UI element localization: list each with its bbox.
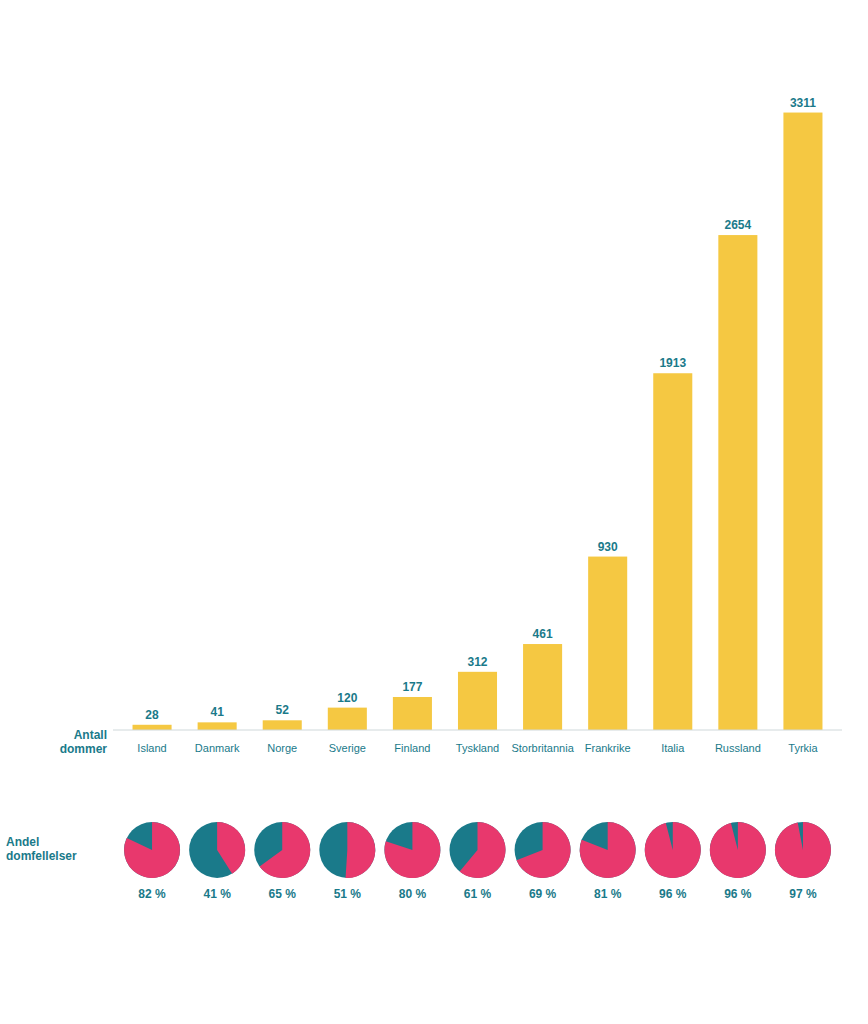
pie: [319, 822, 375, 878]
pie-slice: [645, 822, 701, 878]
bar: [133, 725, 172, 730]
data-label: 41: [210, 705, 224, 719]
pie: [384, 822, 440, 878]
pie-slice: [346, 822, 376, 878]
pie: [450, 822, 506, 878]
pie-label: 96 %: [724, 887, 752, 901]
pie-base: [124, 822, 180, 878]
pie-label: 81 %: [594, 887, 622, 901]
category-label: Island: [137, 742, 166, 754]
data-label: 930: [598, 540, 618, 554]
pie-base: [384, 822, 440, 878]
data-label: 177: [402, 680, 422, 694]
data-label: 52: [276, 703, 290, 717]
pie: [580, 822, 636, 878]
pie-base: [645, 822, 701, 878]
bar: [328, 708, 367, 730]
category-label: Tyrkia: [788, 742, 818, 754]
category-label: Italia: [661, 742, 685, 754]
pie-label: 80 %: [399, 887, 427, 901]
data-labels: 28 41 52 120 177 312 461 930 1913 2654 3311: [145, 96, 816, 722]
bar: [523, 644, 562, 730]
category-label: Russland: [715, 742, 761, 754]
bar: [588, 557, 627, 730]
pie-label: 69 %: [529, 887, 557, 901]
data-label: 120: [337, 691, 357, 705]
pie: [775, 822, 831, 878]
pie: [124, 822, 180, 878]
bar: [263, 720, 302, 730]
pie: [710, 822, 766, 878]
pie-base: [450, 822, 506, 878]
pie-base: [775, 822, 831, 878]
pie-slice: [775, 822, 831, 878]
pie-slice: [710, 822, 766, 878]
bar: [783, 113, 822, 730]
category-label: Frankrike: [585, 742, 631, 754]
bar: [653, 373, 692, 730]
bars: [133, 113, 823, 730]
y-axis-label: Antalldommer: [60, 728, 108, 756]
chart-container: 28 41 52 120 177 312 461 930 1913 2654 3311 Island D…: [0, 0, 868, 1024]
data-label: 28: [145, 708, 159, 722]
pie-label: 96 %: [659, 887, 687, 901]
bar: [718, 235, 757, 730]
pie-base: [515, 822, 571, 878]
pies: [124, 822, 831, 878]
pie-label: 65 %: [269, 887, 297, 901]
pie-slice: [460, 822, 506, 878]
pie-base: [319, 822, 375, 878]
chart: 28 41 52 120 177 312 461 930 1913 2654 3311 Island D…: [0, 0, 868, 1024]
pie-label: 41 %: [203, 887, 231, 901]
bar: [393, 697, 432, 730]
category-label: Storbritannia: [511, 742, 574, 754]
baseline: [113, 730, 842, 731]
pie: [189, 822, 245, 878]
pie-label: 61 %: [464, 887, 492, 901]
category-label: Norge: [267, 742, 297, 754]
pie-label: 51 %: [334, 887, 362, 901]
category-label: Tyskland: [456, 742, 499, 754]
data-label: 1913: [659, 356, 686, 370]
bar: [198, 722, 237, 730]
data-label: 461: [533, 627, 553, 641]
category-label: Sverige: [329, 742, 366, 754]
x-tick-labels: Island Danmark Norge Sverige Finland Tyskland…: [137, 742, 818, 754]
pie: [515, 822, 571, 878]
pie-slice: [217, 822, 245, 874]
pie-base: [710, 822, 766, 878]
pie: [645, 822, 701, 878]
pie-base: [189, 822, 245, 878]
pie-slice: [384, 822, 440, 878]
pie-base: [580, 822, 636, 878]
pie-slice: [124, 822, 180, 878]
pie-slice: [260, 822, 311, 878]
pie: [254, 822, 310, 878]
pie-slice: [517, 822, 571, 878]
pie-label: 97 %: [789, 887, 817, 901]
data-label: 3311: [790, 96, 816, 110]
pie-label: 82 %: [138, 887, 166, 901]
pie-row-label: Andeldomfellelser: [6, 835, 77, 863]
pie-slice: [580, 822, 636, 878]
data-label: 312: [467, 655, 487, 669]
category-label: Danmark: [195, 742, 240, 754]
data-label: 2654: [725, 218, 752, 232]
category-label: Finland: [394, 742, 430, 754]
bar: [458, 672, 497, 730]
pie-base: [254, 822, 310, 878]
